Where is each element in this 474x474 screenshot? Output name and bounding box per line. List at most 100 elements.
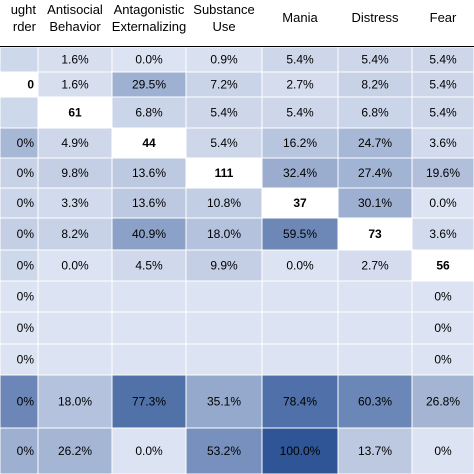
diagonal-count-label: 44 <box>142 136 156 150</box>
heatmap-cell <box>412 188 474 218</box>
heatmap-cell <box>186 188 262 218</box>
heatmap-cell <box>262 47 338 72</box>
cell-value-label: 13.7% <box>358 444 392 458</box>
cell-value-label: 77.3% <box>132 395 166 409</box>
heatmap-cell <box>262 128 338 158</box>
cell-value-label: 29.5% <box>132 78 166 92</box>
column-header-thought-disorder: ught <box>11 2 37 17</box>
cell-value-label: 7.2% <box>210 78 238 92</box>
cell-value-label: 59.5% <box>283 227 317 241</box>
heatmap-cell <box>0 47 38 72</box>
cell-value-label: 60.3% <box>358 395 392 409</box>
diagonal-count-label: 111 <box>215 166 234 180</box>
heatmap-cell <box>112 72 186 97</box>
cell-value-label: 0% <box>17 166 35 180</box>
cell-value-label: 0.0% <box>286 259 314 273</box>
heatmap-cell <box>0 97 38 128</box>
heatmap-cell <box>412 128 474 158</box>
cell-value-label: 26.2% <box>58 444 92 458</box>
heatmap-cell <box>186 428 262 474</box>
heatmap-cell <box>338 428 412 474</box>
heatmap-cell <box>262 250 338 281</box>
cell-value-label: 5.4% <box>210 106 238 120</box>
column-header-fear: Fear <box>430 10 457 25</box>
heatmap-cell <box>338 188 412 218</box>
heatmap-cell <box>38 281 112 312</box>
heatmap-cell <box>0 218 38 250</box>
cell-value-label: 40.9% <box>132 227 166 241</box>
heatmap-cell <box>112 218 186 250</box>
heatmap-cell <box>262 188 338 218</box>
heatmap-cell <box>38 375 112 428</box>
cell-value-label: 5.4% <box>286 106 314 120</box>
cell-value-label: 4.5% <box>135 259 163 273</box>
column-header-mania: Mania <box>282 10 318 25</box>
heatmap-cell <box>412 47 474 72</box>
cell-value-label: 2.7% <box>361 259 389 273</box>
heatmap-cell <box>186 158 262 188</box>
heatmap-cell <box>112 158 186 188</box>
heatmap-cell <box>338 281 412 312</box>
cell-value-label: 30.1% <box>358 196 392 210</box>
heatmap-cell <box>0 344 38 375</box>
cell-value-label: 26.8% <box>426 395 460 409</box>
heatmap-cell <box>186 250 262 281</box>
cell-value-label: 0% <box>17 290 35 304</box>
cell-value-label: 8.2% <box>361 78 389 92</box>
heatmap-cell <box>338 250 412 281</box>
heatmap-cell <box>0 428 38 474</box>
diagonal-count-label: 61 <box>68 106 82 120</box>
column-header-antisocial-behavior: Behavior <box>49 19 101 34</box>
column-header-distress: Distress <box>352 10 399 25</box>
cell-value-label: 2.7% <box>286 78 314 92</box>
cell-value-label: 0% <box>17 227 35 241</box>
cell-value-label: 8.2% <box>61 227 89 241</box>
heatmap-cell <box>338 128 412 158</box>
diagonal-count-label: 0 <box>27 78 34 92</box>
cell-value-label: 35.1% <box>207 395 241 409</box>
heatmap-cell <box>38 128 112 158</box>
cell-value-label: 0% <box>434 444 452 458</box>
heatmap-cell <box>262 218 338 250</box>
cell-value-label: 19.6% <box>426 166 460 180</box>
cell-value-label: 10.8% <box>207 196 241 210</box>
heatmap-cell <box>186 218 262 250</box>
heatmap-cell <box>38 344 112 375</box>
cell-value-label: 0% <box>434 290 452 304</box>
cell-value-label: 6.8% <box>361 106 389 120</box>
column-header-substance-use: Substance <box>193 2 254 17</box>
heatmap-cell <box>38 428 112 474</box>
heatmap-cell <box>262 281 338 312</box>
cell-value-label: 0.0% <box>429 196 457 210</box>
column-header-antagonistic-externalizing: Externalizing <box>112 19 186 34</box>
heatmap-cell <box>112 128 186 158</box>
heatmap-cell <box>412 158 474 188</box>
heatmap-cell <box>412 375 474 428</box>
heatmap-cell <box>0 281 38 312</box>
heatmap-cell <box>38 312 112 344</box>
cell-value-label: 0% <box>17 395 35 409</box>
heatmap-cell <box>38 72 112 97</box>
heatmap-cell <box>262 312 338 344</box>
cell-value-label: 4.9% <box>61 136 89 150</box>
heatmap-cell <box>338 158 412 188</box>
heatmap-cell <box>112 312 186 344</box>
cell-value-label: 6.8% <box>135 106 163 120</box>
heatmap-cell <box>338 312 412 344</box>
heatmap-cell <box>112 375 186 428</box>
heatmap-cell <box>338 375 412 428</box>
heatmap-cell <box>186 281 262 312</box>
heatmap-cell <box>338 72 412 97</box>
cell-value-label: 1.6% <box>61 53 89 67</box>
heatmap-cell <box>412 312 474 344</box>
cell-value-label: 3.6% <box>429 136 457 150</box>
heatmap-cell <box>38 47 112 72</box>
heatmap-cell <box>262 72 338 97</box>
heatmap-cell <box>0 128 38 158</box>
cell-value-label: 13.6% <box>132 166 166 180</box>
heatmap-cell <box>262 344 338 375</box>
heatmap-cell <box>186 97 262 128</box>
heatmap-cell <box>412 281 474 312</box>
heatmap-cell <box>412 218 474 250</box>
